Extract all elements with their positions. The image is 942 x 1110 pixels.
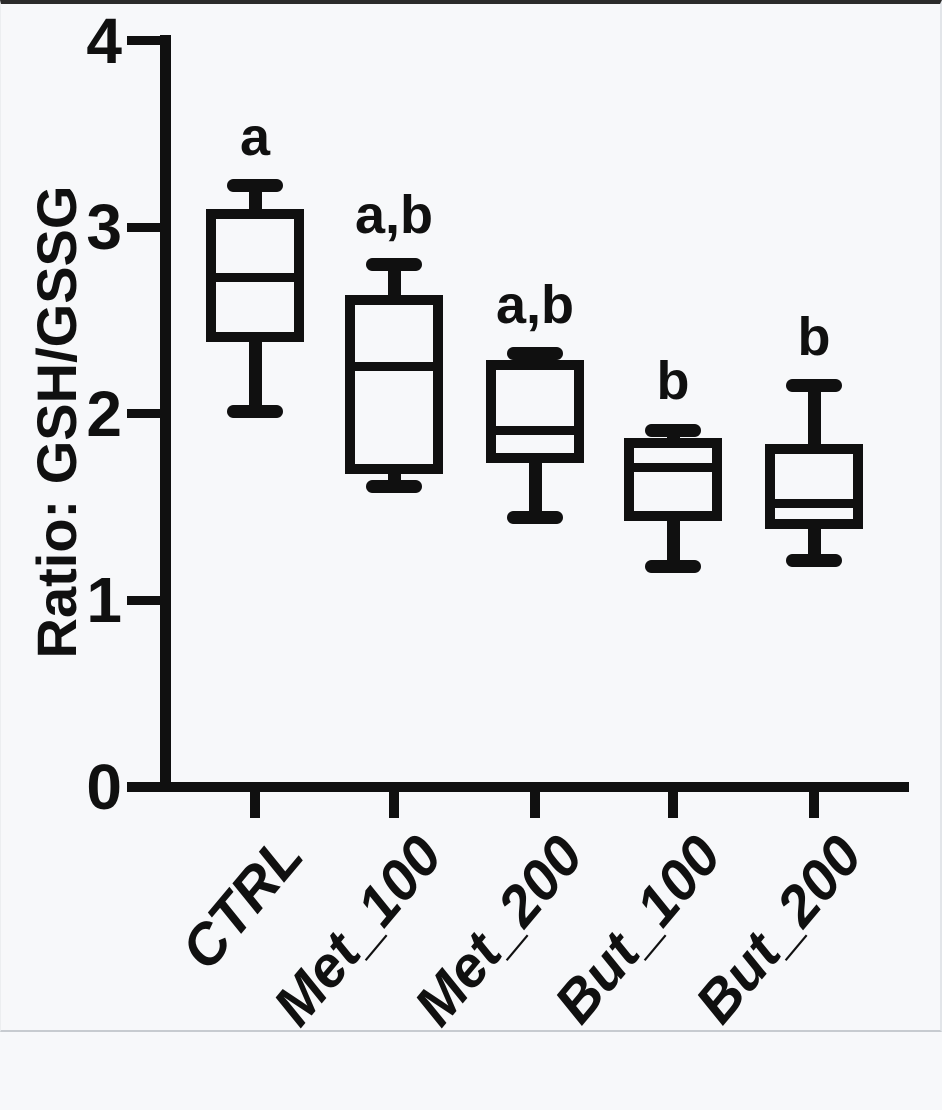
x-tick — [389, 791, 399, 818]
box — [486, 360, 584, 464]
significance-label: b — [797, 306, 831, 367]
significance-label: a,b — [495, 274, 575, 335]
y-tick — [127, 36, 162, 45]
box — [765, 443, 863, 529]
x-tick — [809, 791, 819, 818]
significance-label: a — [239, 106, 271, 167]
y-tick-label: 2 — [86, 377, 122, 450]
y-tick-label: 0 — [86, 750, 122, 823]
whisker-cap-min — [227, 405, 283, 419]
x-tick — [250, 791, 260, 818]
whisker-cap-max — [786, 379, 842, 393]
x-tick — [530, 791, 540, 818]
significance-label: a,b — [354, 185, 434, 246]
whisker-cap-max — [645, 423, 701, 437]
whisker-cap-min — [786, 554, 842, 568]
y-axis-line — [160, 35, 171, 792]
y-tick — [127, 222, 162, 232]
box — [345, 294, 443, 475]
significance-label: b — [656, 351, 690, 412]
y-tick-label: 3 — [86, 191, 122, 263]
whisker-cap-max — [366, 257, 422, 271]
y-tick-label: 1 — [86, 564, 122, 636]
median-line — [216, 272, 294, 282]
y-tick — [127, 409, 162, 418]
boxplot-figure: Ratio: GSH/GSSG 0 1 2 3 4 CTRL Met_100 Met_200 B… — [0, 0, 942, 1037]
y-tick — [127, 595, 162, 605]
median-line — [496, 425, 574, 435]
whisker-cap-min — [507, 511, 563, 525]
whisker-cap-max — [227, 179, 283, 193]
box — [624, 438, 722, 522]
median-line — [775, 498, 853, 508]
x-axis-line — [127, 781, 909, 792]
y-tick-label: 4 — [86, 4, 122, 77]
whisker-cap-max — [507, 347, 563, 361]
whisker-cap-min — [366, 479, 422, 493]
whisker-cap-min — [645, 559, 701, 573]
median-line — [355, 362, 433, 372]
x-tick — [668, 791, 678, 818]
median-line — [634, 463, 712, 473]
